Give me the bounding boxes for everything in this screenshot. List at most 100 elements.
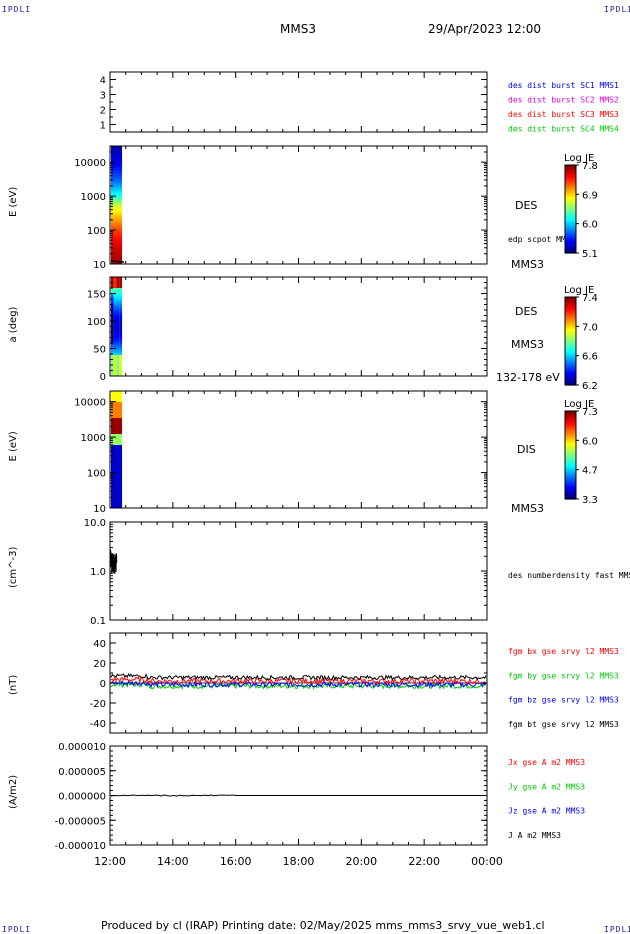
panel-2-spectrogram-bin [113,286,117,288]
panel-2-spectrogram-bin [113,323,117,325]
panel-2-spectrogram-bin [116,362,120,364]
panel-1-spectrogram-bin [111,174,123,176]
xaxis-tick-label: 12:00 [94,855,126,868]
panel-1-spectrogram-bin [111,167,123,169]
panel-2-spectrogram-bin [113,283,117,285]
panel-5-ytick-label: 0 [100,679,106,690]
panel-2-spectrogram-bin [116,316,120,318]
panel-2-spectrogram-bin [116,292,120,294]
colorbar-2-tick-label: 7.4 [582,293,598,304]
colorbar-3-segment [565,463,576,466]
panel-2-spectrogram-bin [116,327,120,329]
panel-2-spectrogram-bin [116,351,120,353]
panel-1-spectrogram-bin [111,212,123,214]
panel-3-spectrogram-bin [111,495,123,497]
panel-2-spectrogram-bin [111,281,114,283]
colorbar-3-segment [565,443,576,446]
colorbar-3-segment [565,481,576,484]
corner-label-bottom-right: IPDLI [604,925,630,934]
panel-2-spectrogram-bin [119,279,123,281]
panel-2-spectrogram-bin [119,308,123,310]
panel-2-spectrogram-bin [116,313,120,315]
panel-3-spectrogram-bin [111,427,123,429]
panel-2-spectrogram-bin [119,280,123,282]
panel-2-spectrogram-bin [113,289,117,291]
panel-2-spectrogram-bin [119,369,123,371]
panel-2-spectrogram-bin [119,355,123,357]
panel-2-spectrogram-bin [113,340,117,342]
panel-2-spectrogram-bin [119,313,123,315]
panel-2-spectrogram-bin [113,281,117,283]
panel-2-energy-range-label: 132-178 eV [496,371,560,384]
panel-2-spectrogram-bin [113,366,117,368]
panel-1-spectrogram-bin [111,258,123,260]
panel-3-spectrogram-bin [111,428,123,430]
panel-1-spectrogram-bin [111,153,123,155]
panel-3-spectrogram-bin [111,401,123,403]
panel-3-spectrogram-bin [111,475,123,477]
panel-3-spectrogram-bin [111,494,123,496]
panel-2-spectrogram-bin [113,338,117,340]
panel-1-spectrogram-bin [111,237,123,239]
panel-3-spectrogram-bin [111,434,123,436]
panel-1-instrument-label: DES [515,199,537,212]
panel-3-spectrogram-bin [111,442,123,444]
colorbar-3-segment [565,417,576,420]
panel-2-spectrogram-bin [111,277,114,279]
panel-3-spectrogram-bin [111,476,123,478]
panel-2-spectrogram-bin [113,361,117,363]
panel-1-spectrogram-bin [111,200,123,202]
panel-2-spectrogram-bin [116,340,120,342]
panel-2-spectrogram-bin [119,298,123,300]
panel-3-spectrogram-bin [111,454,123,456]
panel-1-spectrogram-bin [111,219,123,221]
colorbar-1-segment [565,201,576,204]
panel-1-spectrogram-bin [111,151,123,153]
panel-1-spectrogram-bin [111,176,123,178]
panel-2-spectrogram-bin [113,333,117,335]
panel-2-spectrogram-bin [119,292,123,294]
panel-1-spectrogram-bin [111,169,123,171]
colorbar-1-segment [565,181,576,184]
panel-3-spectrogram-bin [111,447,123,449]
colorbar-3-segment [565,473,576,476]
colorbar-2-label: Log JE [564,285,594,296]
panel-2-spectrogram-bin [111,355,114,357]
panel-1-spectrogram-bin [111,184,123,186]
colorbar-2-segment [565,355,576,358]
panel-2-spectrogram-bin [111,311,114,313]
panel-2-spectrogram-bin [119,366,123,368]
colorbar-3-tick-label: 4.7 [582,466,598,477]
panel-2-spectrogram-bin [119,368,123,370]
panel-5-ytick-label: -20 [90,699,106,710]
colorbar-1-segment [565,167,576,170]
legend-burst-2: des dist burst SC2 MMS2 [508,96,619,105]
panel-2-spectrogram-bin [111,297,114,299]
panel-3-spectrogram-bin [111,450,123,452]
panel-2-spectrogram-bin [119,311,123,313]
panel-2-spectrogram-bin [113,350,117,352]
panel-3-spectrogram-bin [111,466,123,468]
panel-3-spectrogram-bin [111,477,123,479]
panel-2-spectrogram-bin [116,374,120,376]
panel-2-spectrogram-bin [111,367,114,369]
panel-2-ytick-label: 50 [93,345,106,356]
panel-3-frame [109,390,488,509]
panel-2-spectrogram-bin [119,335,123,337]
colorbar-3-segment [565,435,576,438]
panel-2-spectrogram-bin [119,340,123,342]
colorbar-2-segment [565,299,576,302]
panel-2-spectrogram-bin [119,324,123,326]
panel-2-spectrogram-bin [113,285,117,287]
colorbar-1-segment [565,229,576,232]
panel-2-ytick-label: 0 [100,372,106,383]
panel-3-instrument-label: DIS [517,443,536,456]
panel-2-spectrogram-bin [113,324,117,326]
panel-2-spectrogram-bin [111,306,114,308]
panel-2-spectrogram-bin [113,364,117,366]
panel-2-spectrogram-bin [116,345,120,347]
panel-2-spectrogram-bin [113,278,117,280]
panel-1-spectrogram-bin [111,233,123,235]
colorbar-3-label: Log JE [564,399,594,410]
colorbar-2-segment [565,375,576,378]
